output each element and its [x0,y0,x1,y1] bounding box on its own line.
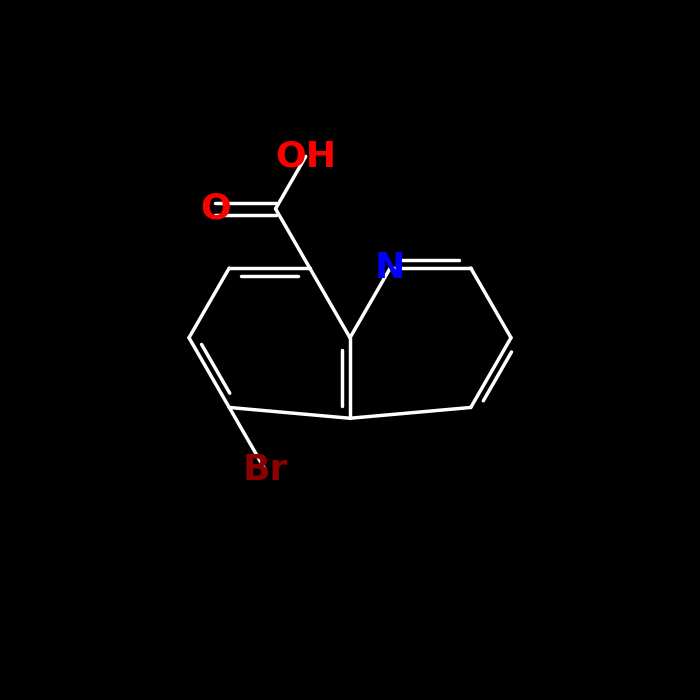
Text: OH: OH [275,139,336,174]
Text: N: N [375,251,405,285]
Text: O: O [199,192,230,226]
Text: Br: Br [243,453,288,487]
